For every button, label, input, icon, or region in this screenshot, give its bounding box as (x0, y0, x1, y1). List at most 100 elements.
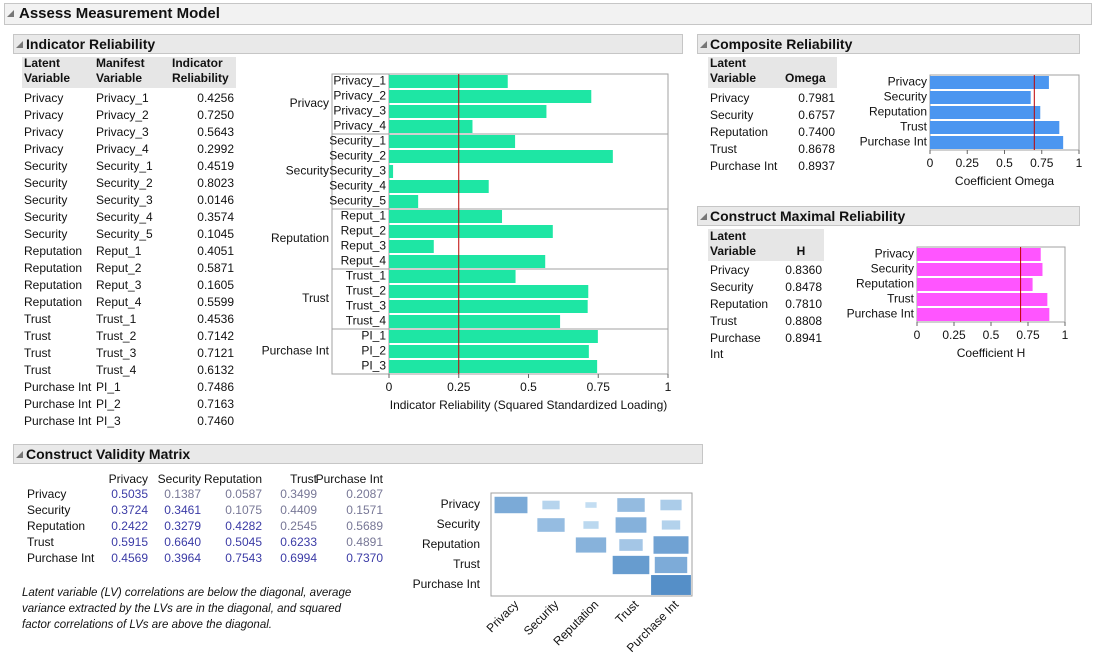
table-cell: 0.4409 (280, 503, 317, 517)
section-title[interactable]: Indicator Reliability (13, 34, 683, 54)
table-cell: Purchase Int (24, 397, 92, 411)
y-tick-label: Privacy_3 (333, 104, 386, 118)
group-label: Reputation (271, 231, 329, 245)
bar (389, 360, 598, 373)
table-cell: Security (710, 280, 754, 294)
bar (389, 165, 394, 178)
bar (389, 120, 473, 133)
row-label: Privacy (27, 487, 67, 501)
table-cell: 0.5915 (111, 535, 148, 549)
table-cell: 0.2992 (197, 142, 234, 156)
table-cell: 0.8478 (785, 280, 822, 294)
y-tick-label: Trust (887, 292, 915, 306)
bar (389, 90, 592, 103)
table-cell: 0.4569 (111, 551, 148, 565)
table-cell: Reputation (24, 244, 83, 258)
table-cell: 0.1571 (346, 503, 383, 517)
table-cell: Security (24, 193, 68, 207)
table-cell: 0.3964 (164, 551, 201, 565)
table-cell: 0.4282 (225, 519, 262, 533)
y-tick-label: Security_1 (329, 134, 386, 148)
section-title[interactable]: Composite Reliability (697, 34, 1080, 54)
table-cell: 0.1387 (164, 487, 201, 501)
table-cell: 0.5045 (225, 535, 262, 549)
heat-cell (585, 502, 597, 508)
column-header: Purchase Int (315, 472, 383, 486)
table-cell: 0.6132 (197, 363, 234, 377)
bar (389, 255, 546, 268)
bar (917, 308, 1050, 321)
bar (389, 135, 516, 148)
table-cell: 0.7810 (785, 297, 822, 311)
y-tick-label: Reputation (856, 277, 914, 291)
heat-cell (615, 517, 647, 533)
table-cell: Reput_1 (96, 244, 142, 258)
y-tick-label: Trust_4 (346, 314, 387, 328)
table-cell: Security (24, 210, 68, 224)
table-cell: PI_1 (96, 380, 121, 394)
bar (389, 345, 589, 358)
table-cell: 0.4536 (197, 312, 234, 326)
column-header: Latent Variable (710, 56, 757, 85)
heat-cell (654, 556, 688, 574)
y-tick-label: Trust_2 (346, 284, 387, 298)
bar (389, 285, 589, 298)
x-axis-label: Indicator Reliability (Squared Standardi… (390, 398, 668, 412)
table-cell: Security_4 (96, 210, 153, 224)
table-cell: Purchase Int (24, 380, 92, 394)
table-header-bg (708, 57, 837, 88)
table-cell: Purchase Int (710, 331, 761, 361)
table-cell: Trust_1 (96, 312, 137, 326)
heat-cell (651, 575, 691, 595)
table-cell: 0.4256 (197, 91, 234, 105)
bar (389, 270, 516, 283)
table-cell: 0.6640 (164, 535, 201, 549)
column-header: Reputation (203, 472, 262, 486)
bar (930, 91, 1031, 104)
table-cell: Reputation (710, 297, 769, 311)
y-tick-label: PI_2 (361, 344, 386, 358)
table-cell: Privacy (24, 91, 64, 105)
table-cell: 0.3724 (111, 503, 148, 517)
y-tick-label: Trust_1 (346, 269, 387, 283)
y-tick-label: Privacy (875, 247, 914, 261)
table-cell: 0.3461 (164, 503, 201, 517)
table-cell: Reput_4 (96, 295, 142, 309)
table-cell: Security (24, 227, 68, 241)
bar (389, 75, 508, 88)
y-tick-label: Privacy (888, 75, 927, 89)
y-tick-label: Privacy_4 (333, 119, 386, 133)
bar (917, 248, 1041, 261)
table-cell: Privacy (24, 108, 64, 122)
table-cell: Privacy (710, 91, 750, 105)
matrix-note: Latent variable (LV) correlations are be… (22, 587, 352, 631)
table-cell: Privacy_2 (96, 108, 149, 122)
table-cell: 0.7543 (225, 551, 262, 565)
table-cell: 0.5689 (346, 519, 383, 533)
report-title[interactable]: Assess Measurement Model (4, 3, 1092, 25)
bar (930, 106, 1041, 119)
section-title[interactable]: Construct Validity Matrix (13, 444, 703, 464)
heat-cell (542, 500, 560, 510)
table-cell: Privacy (710, 263, 750, 277)
x-tick-label: 0.25 (956, 156, 980, 170)
column-header: Latent Variable (24, 56, 71, 85)
x-tick-label: 0 (927, 156, 934, 170)
table-cell: Privacy_1 (96, 91, 149, 105)
y-tick-label: Security_3 (329, 164, 386, 178)
x-tick-label: Trust (612, 597, 641, 626)
table-cell: 0.0587 (225, 487, 262, 501)
table-cell: Trust (24, 329, 51, 343)
x-tick-label: 1 (1062, 328, 1069, 342)
y-tick-label: Security_2 (329, 149, 386, 163)
group-label: Privacy (290, 96, 329, 110)
section-title[interactable]: Construct Maximal Reliability (697, 206, 1080, 226)
table-cell: 0.6994 (280, 551, 317, 565)
heat-cell (537, 518, 565, 532)
heat-cell (617, 498, 645, 512)
y-tick-label: Purchase Int (413, 577, 481, 591)
table-cell: 0.7400 (798, 125, 835, 139)
table-cell: Security_3 (96, 193, 153, 207)
table-cell: 0.7163 (197, 397, 234, 411)
